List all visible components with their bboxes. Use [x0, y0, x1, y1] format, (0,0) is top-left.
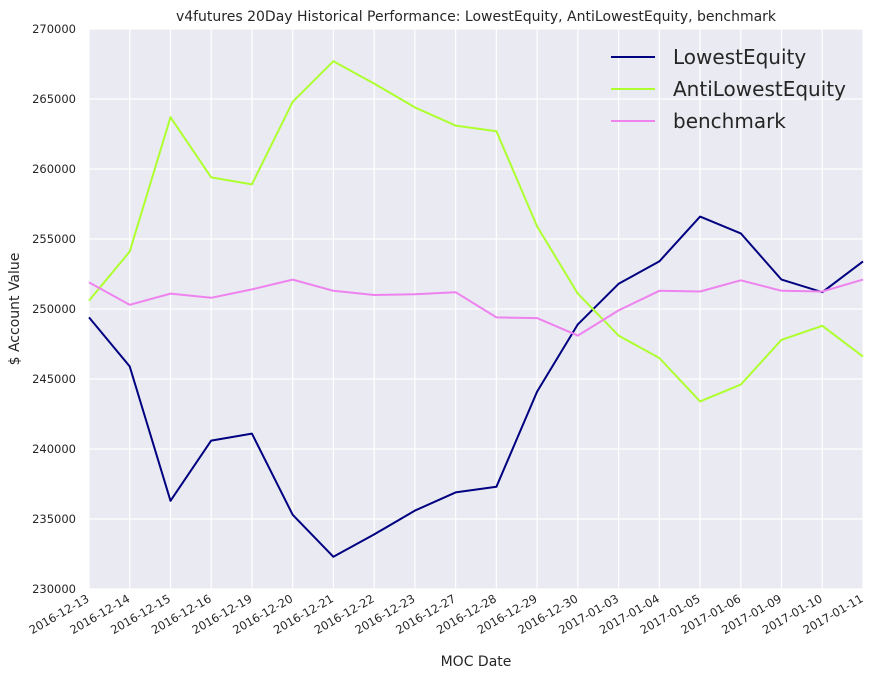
- gridlines: [88, 28, 864, 590]
- y-tick-label: 240000: [32, 442, 76, 456]
- y-tick-label: 235000: [32, 512, 76, 526]
- y-tick-label: 255000: [32, 232, 76, 246]
- legend-label: benchmark: [673, 109, 786, 133]
- y-axis-ticks: 230000 235000 240000 245000 250000 255000 2600…: [32, 22, 76, 596]
- y-tick-label: 270000: [32, 22, 76, 36]
- legend-label: AntiLowestEquity: [673, 77, 846, 101]
- series-lines: [88, 60, 864, 558]
- x-axis-label: MOC Date: [441, 654, 512, 670]
- chart-title: v4futures 20Day Historical Performance: …: [176, 9, 777, 25]
- y-tick-label: 245000: [32, 372, 76, 386]
- series-line-LowestEquity: [88, 215, 864, 558]
- series-line-benchmark: [88, 278, 864, 337]
- series-line-AntiLowestEquity: [88, 60, 864, 403]
- y-tick-label: 265000: [32, 92, 76, 106]
- y-tick-label: 250000: [32, 302, 76, 316]
- legend-label: LowestEquity: [673, 45, 806, 69]
- legend: LowestEquity AntiLowestEquity benchmark: [611, 45, 846, 133]
- y-axis-label: $ Account Value: [7, 253, 23, 366]
- y-tick-label: 230000: [32, 582, 76, 596]
- y-tick-label: 260000: [32, 162, 76, 176]
